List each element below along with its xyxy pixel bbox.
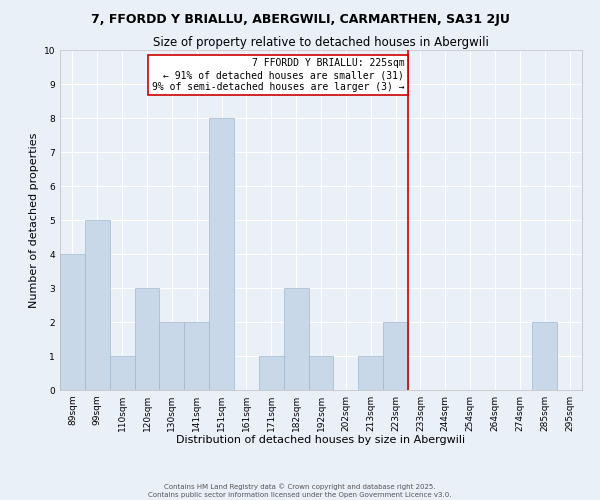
Bar (259, 356, 284, 390)
Bar (358, 356, 383, 390)
Text: 7 FFORDD Y BRIALLU: 225sqm
← 91% of detached houses are smaller (31)
9% of semi-: 7 FFORDD Y BRIALLU: 225sqm ← 91% of deta… (152, 58, 404, 92)
Bar (60, 254, 85, 390)
Y-axis label: Number of detached properties: Number of detached properties (29, 132, 40, 308)
X-axis label: Distribution of detached houses by size in Abergwili: Distribution of detached houses by size … (176, 436, 466, 446)
Title: Size of property relative to detached houses in Abergwili: Size of property relative to detached ho… (153, 36, 489, 49)
Bar (383, 322, 408, 390)
Text: 7, FFORDD Y BRIALLU, ABERGWILI, CARMARTHEN, SA31 2JU: 7, FFORDD Y BRIALLU, ABERGWILI, CARMARTH… (91, 12, 509, 26)
Bar (85, 220, 110, 390)
Bar (209, 118, 234, 390)
Bar (308, 356, 334, 390)
Bar (532, 322, 557, 390)
Bar (110, 356, 134, 390)
Bar (184, 322, 209, 390)
Bar (134, 288, 160, 390)
Bar (160, 322, 184, 390)
Bar (284, 288, 308, 390)
Text: Contains HM Land Registry data © Crown copyright and database right 2025.
Contai: Contains HM Land Registry data © Crown c… (148, 484, 452, 498)
